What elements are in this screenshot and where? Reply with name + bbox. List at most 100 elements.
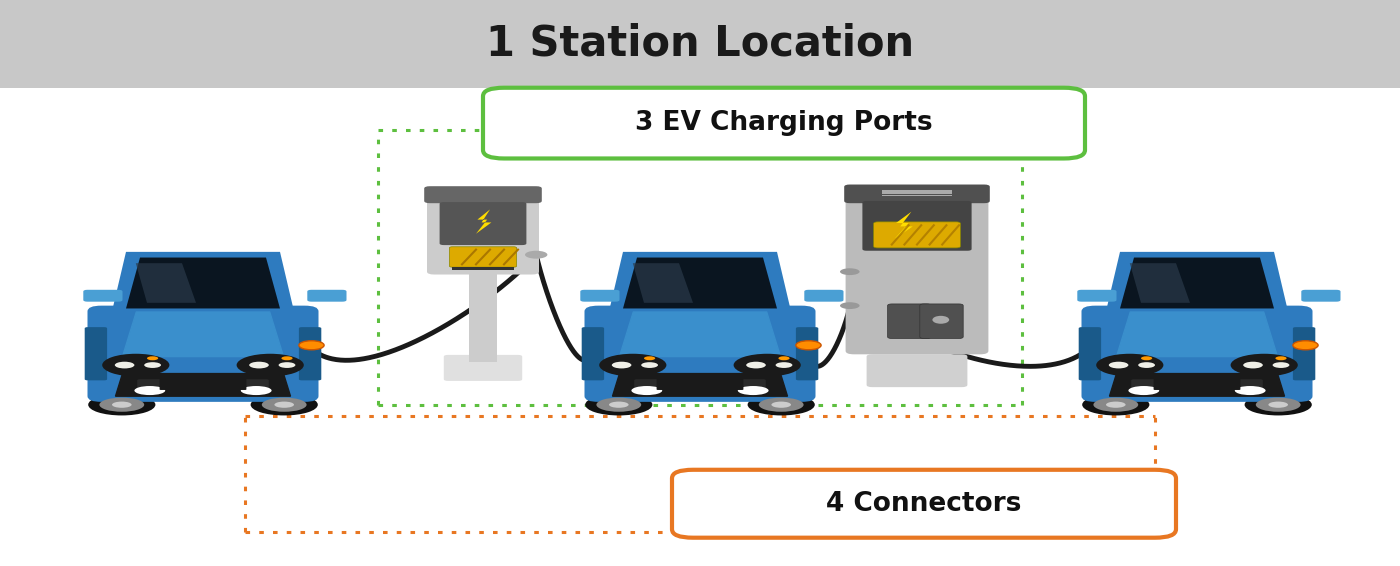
FancyBboxPatch shape: [844, 185, 990, 203]
Ellipse shape: [1106, 402, 1126, 408]
Ellipse shape: [115, 362, 134, 368]
Polygon shape: [1109, 374, 1285, 396]
Ellipse shape: [1235, 386, 1266, 395]
FancyBboxPatch shape: [84, 327, 106, 380]
FancyBboxPatch shape: [1079, 327, 1100, 380]
Ellipse shape: [1268, 402, 1288, 408]
FancyBboxPatch shape: [634, 379, 766, 389]
Ellipse shape: [759, 397, 804, 411]
FancyBboxPatch shape: [1131, 379, 1263, 389]
Ellipse shape: [1109, 362, 1128, 368]
Polygon shape: [633, 263, 693, 303]
FancyBboxPatch shape: [137, 379, 269, 389]
FancyBboxPatch shape: [307, 290, 346, 302]
FancyBboxPatch shape: [449, 247, 517, 267]
Ellipse shape: [596, 397, 641, 411]
Ellipse shape: [99, 397, 144, 411]
FancyBboxPatch shape: [580, 290, 619, 302]
Text: 4 Connectors: 4 Connectors: [826, 491, 1022, 517]
Ellipse shape: [1243, 362, 1263, 368]
Ellipse shape: [144, 362, 161, 368]
FancyBboxPatch shape: [920, 304, 963, 338]
Polygon shape: [476, 209, 491, 234]
FancyBboxPatch shape: [672, 470, 1176, 538]
FancyBboxPatch shape: [1294, 327, 1316, 380]
Bar: [882, 190, 952, 192]
FancyBboxPatch shape: [1081, 306, 1313, 402]
Ellipse shape: [88, 394, 155, 415]
Polygon shape: [123, 311, 283, 357]
Polygon shape: [1120, 258, 1274, 308]
Ellipse shape: [746, 362, 766, 368]
Polygon shape: [136, 263, 196, 303]
Ellipse shape: [525, 251, 547, 259]
Ellipse shape: [840, 268, 860, 275]
Ellipse shape: [776, 362, 792, 368]
Ellipse shape: [1082, 394, 1149, 415]
Bar: [0, 0, 1400, 88]
Ellipse shape: [644, 357, 655, 360]
Ellipse shape: [112, 402, 132, 408]
Ellipse shape: [241, 386, 272, 395]
Bar: [469, 215, 497, 362]
Ellipse shape: [134, 386, 165, 395]
Ellipse shape: [748, 394, 815, 415]
FancyBboxPatch shape: [657, 379, 743, 390]
FancyBboxPatch shape: [888, 304, 931, 338]
Ellipse shape: [279, 362, 295, 368]
Ellipse shape: [778, 357, 790, 360]
FancyBboxPatch shape: [867, 354, 967, 387]
Ellipse shape: [840, 302, 860, 309]
FancyBboxPatch shape: [424, 186, 542, 203]
Ellipse shape: [1275, 357, 1287, 360]
FancyBboxPatch shape: [427, 187, 539, 275]
Polygon shape: [623, 258, 777, 308]
Ellipse shape: [1141, 357, 1152, 360]
Text: 3 EV Charging Ports: 3 EV Charging Ports: [636, 110, 932, 136]
Ellipse shape: [1128, 386, 1159, 395]
Ellipse shape: [734, 354, 801, 376]
FancyBboxPatch shape: [1302, 290, 1341, 302]
Polygon shape: [112, 252, 294, 311]
FancyBboxPatch shape: [440, 202, 526, 245]
Polygon shape: [126, 258, 280, 308]
Ellipse shape: [609, 402, 629, 408]
Polygon shape: [1106, 252, 1288, 311]
FancyBboxPatch shape: [804, 290, 843, 302]
Ellipse shape: [274, 402, 294, 408]
Ellipse shape: [1138, 362, 1155, 368]
Ellipse shape: [612, 362, 631, 368]
Polygon shape: [895, 212, 913, 239]
FancyBboxPatch shape: [585, 306, 815, 402]
Ellipse shape: [237, 354, 304, 376]
Ellipse shape: [102, 354, 169, 376]
FancyBboxPatch shape: [300, 327, 321, 380]
Ellipse shape: [1245, 394, 1312, 415]
FancyBboxPatch shape: [160, 379, 246, 390]
Polygon shape: [613, 374, 787, 396]
Polygon shape: [1117, 311, 1277, 357]
FancyBboxPatch shape: [874, 222, 960, 248]
Ellipse shape: [771, 402, 791, 408]
Bar: [882, 192, 952, 194]
Ellipse shape: [599, 354, 666, 376]
Polygon shape: [609, 252, 791, 311]
Ellipse shape: [1093, 397, 1138, 411]
FancyBboxPatch shape: [846, 189, 988, 354]
FancyBboxPatch shape: [1078, 290, 1117, 302]
Ellipse shape: [298, 341, 323, 350]
Ellipse shape: [1231, 354, 1298, 376]
Ellipse shape: [932, 316, 949, 324]
Ellipse shape: [1294, 341, 1317, 350]
FancyBboxPatch shape: [87, 306, 319, 402]
Ellipse shape: [1273, 362, 1289, 368]
Ellipse shape: [1096, 354, 1163, 376]
Text: 1 Station Location: 1 Station Location: [486, 23, 914, 65]
Ellipse shape: [1256, 397, 1301, 411]
Bar: [882, 195, 952, 196]
FancyBboxPatch shape: [581, 327, 605, 380]
Ellipse shape: [738, 386, 769, 395]
Ellipse shape: [251, 394, 318, 415]
Ellipse shape: [641, 362, 658, 368]
FancyBboxPatch shape: [795, 327, 818, 380]
